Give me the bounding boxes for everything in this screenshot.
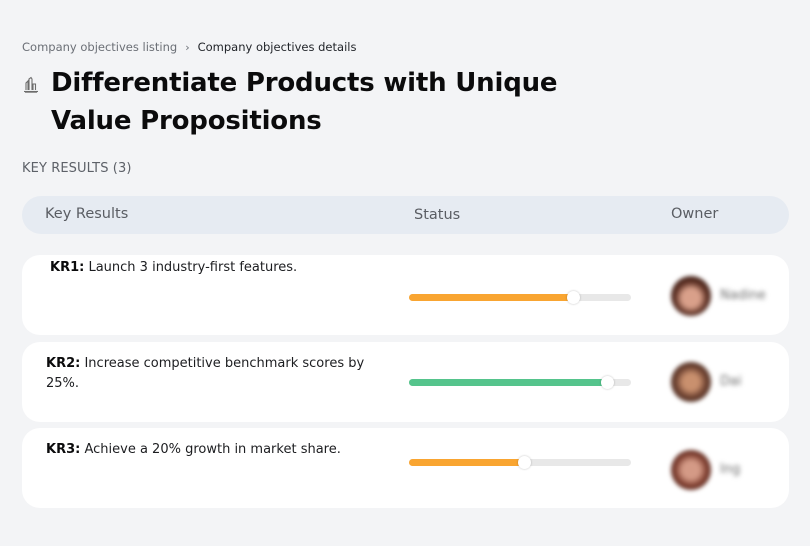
key-result-text: KR1: Launch 3 industry-first features. [50,258,370,278]
owner-avatar [671,362,711,402]
column-header-owner: Owner [671,206,719,222]
key-results-count-label: KEY RESULTS (3) [22,161,132,176]
key-result-text: KR3: Achieve a 20% growth in market shar… [46,440,366,460]
objective-header: Differentiate Products with Unique Value… [22,64,611,140]
key-result-description: Achieve a 20% growth in market share. [84,442,341,457]
chevron-right-icon: › [185,40,190,54]
owner-name: Nadine [720,288,766,303]
key-result-text: KR2: Increase competitive benchmark scor… [46,354,366,394]
key-result-row-3[interactable]: KR3: Achieve a 20% growth in market shar… [22,428,789,508]
progress-fill [409,379,607,386]
progress-slider-handle[interactable] [567,291,581,304]
key-result-id: KR1: [50,260,85,275]
key-result-id: KR3: [46,442,81,457]
column-header-key-results: Key Results [45,206,129,222]
owner-avatar [671,450,711,490]
key-result-row-1[interactable]: KR1: Launch 3 industry-first features. N… [22,255,789,335]
progress-fill [409,459,525,466]
breadcrumb: Company objectives listing › Company obj… [22,40,356,54]
key-result-description: Increase competitive benchmark scores by… [46,356,365,391]
progress-slider-handle[interactable] [600,376,614,389]
key-result-row-2[interactable]: KR2: Increase competitive benchmark scor… [22,342,789,422]
column-header-status: Status [414,207,461,223]
owner-name: Dai [720,374,742,389]
key-result-description: Launch 3 industry-first features. [88,260,298,275]
progress-bar[interactable] [409,456,631,469]
table-header: Key Results Status Owner [22,196,789,234]
page-title: Differentiate Products with Unique Value… [51,68,558,136]
progress-fill [409,294,574,301]
progress-bar[interactable] [409,376,631,389]
breadcrumb-current: Company objectives details [197,40,357,54]
owner-avatar [671,276,711,316]
building-chart-icon [22,75,44,140]
progress-slider-handle[interactable] [518,456,532,469]
key-result-id: KR2: [46,356,81,371]
progress-bar[interactable] [409,291,631,304]
breadcrumb-parent-link[interactable]: Company objectives listing [22,40,178,54]
owner-name: Ing [720,462,741,477]
